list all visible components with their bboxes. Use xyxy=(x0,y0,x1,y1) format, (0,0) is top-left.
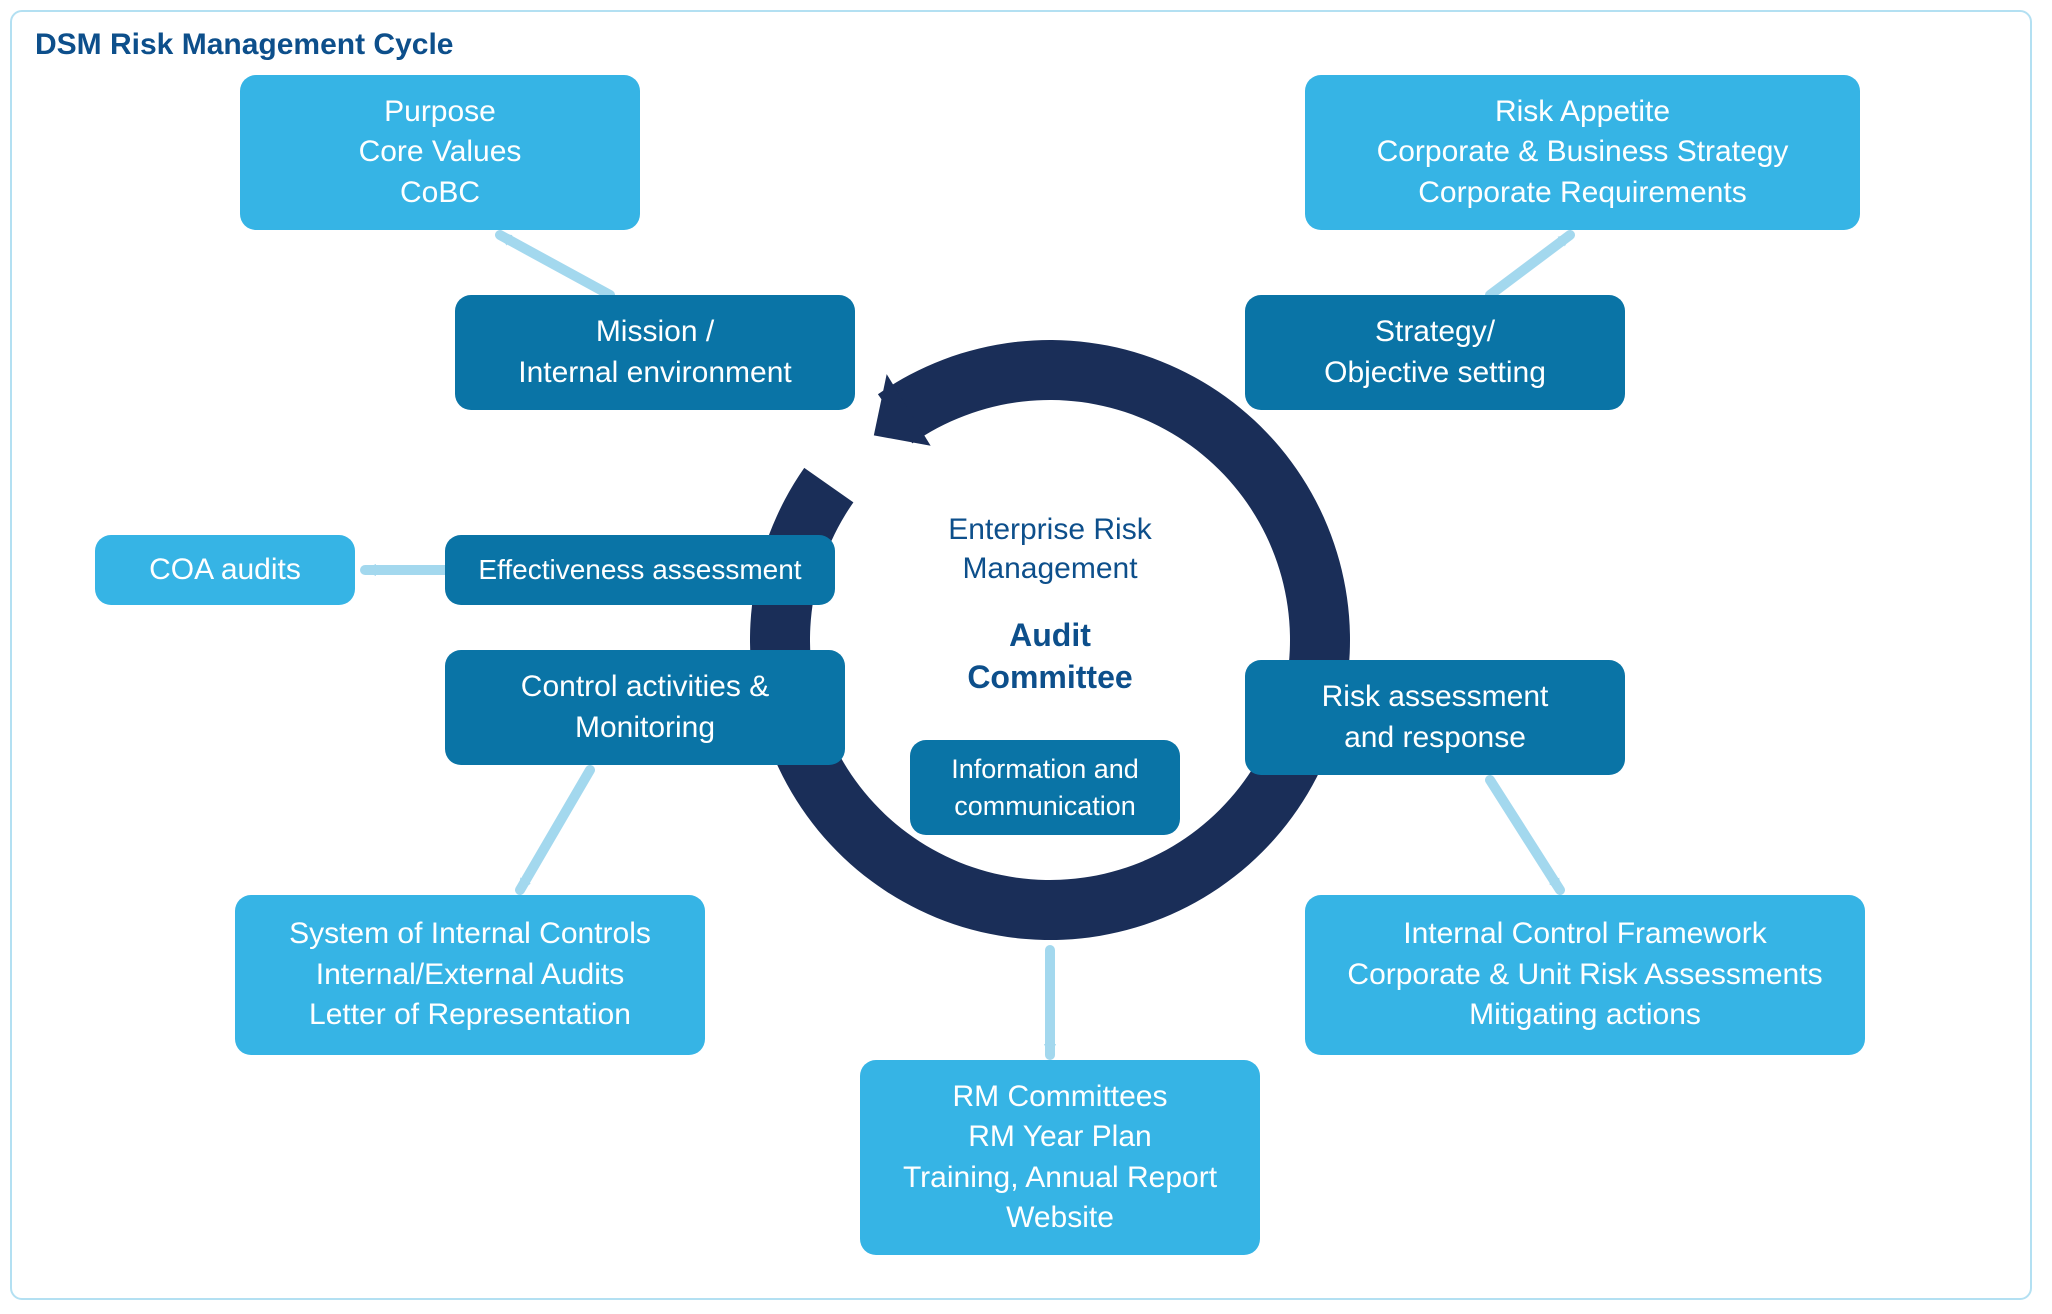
node-control: Control activities &Monitoring xyxy=(445,650,845,765)
node-appetite: Risk AppetiteCorporate & Business Strate… xyxy=(1305,75,1860,230)
diagram-title: DSM Risk Management Cycle xyxy=(35,28,453,62)
center-erm-label: Enterprise RiskManagement xyxy=(900,510,1200,588)
node-risk: Risk assessmentand response xyxy=(1245,660,1625,775)
center-audit-text: AuditCommittee xyxy=(967,617,1132,695)
node-info: Information andcommunication xyxy=(910,740,1180,835)
node-effectiveness: Effectiveness assessment xyxy=(445,535,835,605)
node-icf: Internal Control FrameworkCorporate & Un… xyxy=(1305,895,1865,1055)
node-mission: Mission /Internal environment xyxy=(455,295,855,410)
node-purpose: PurposeCore ValuesCoBC xyxy=(240,75,640,230)
node-sic: System of Internal ControlsInternal/Exte… xyxy=(235,895,705,1055)
node-coa: COA audits xyxy=(95,535,355,605)
node-rmc: RM CommitteesRM Year PlanTraining, Annua… xyxy=(860,1060,1260,1255)
center-erm-text: Enterprise RiskManagement xyxy=(948,513,1151,585)
center-audit-label: AuditCommittee xyxy=(900,615,1200,698)
node-strategy: Strategy/Objective setting xyxy=(1245,295,1625,410)
